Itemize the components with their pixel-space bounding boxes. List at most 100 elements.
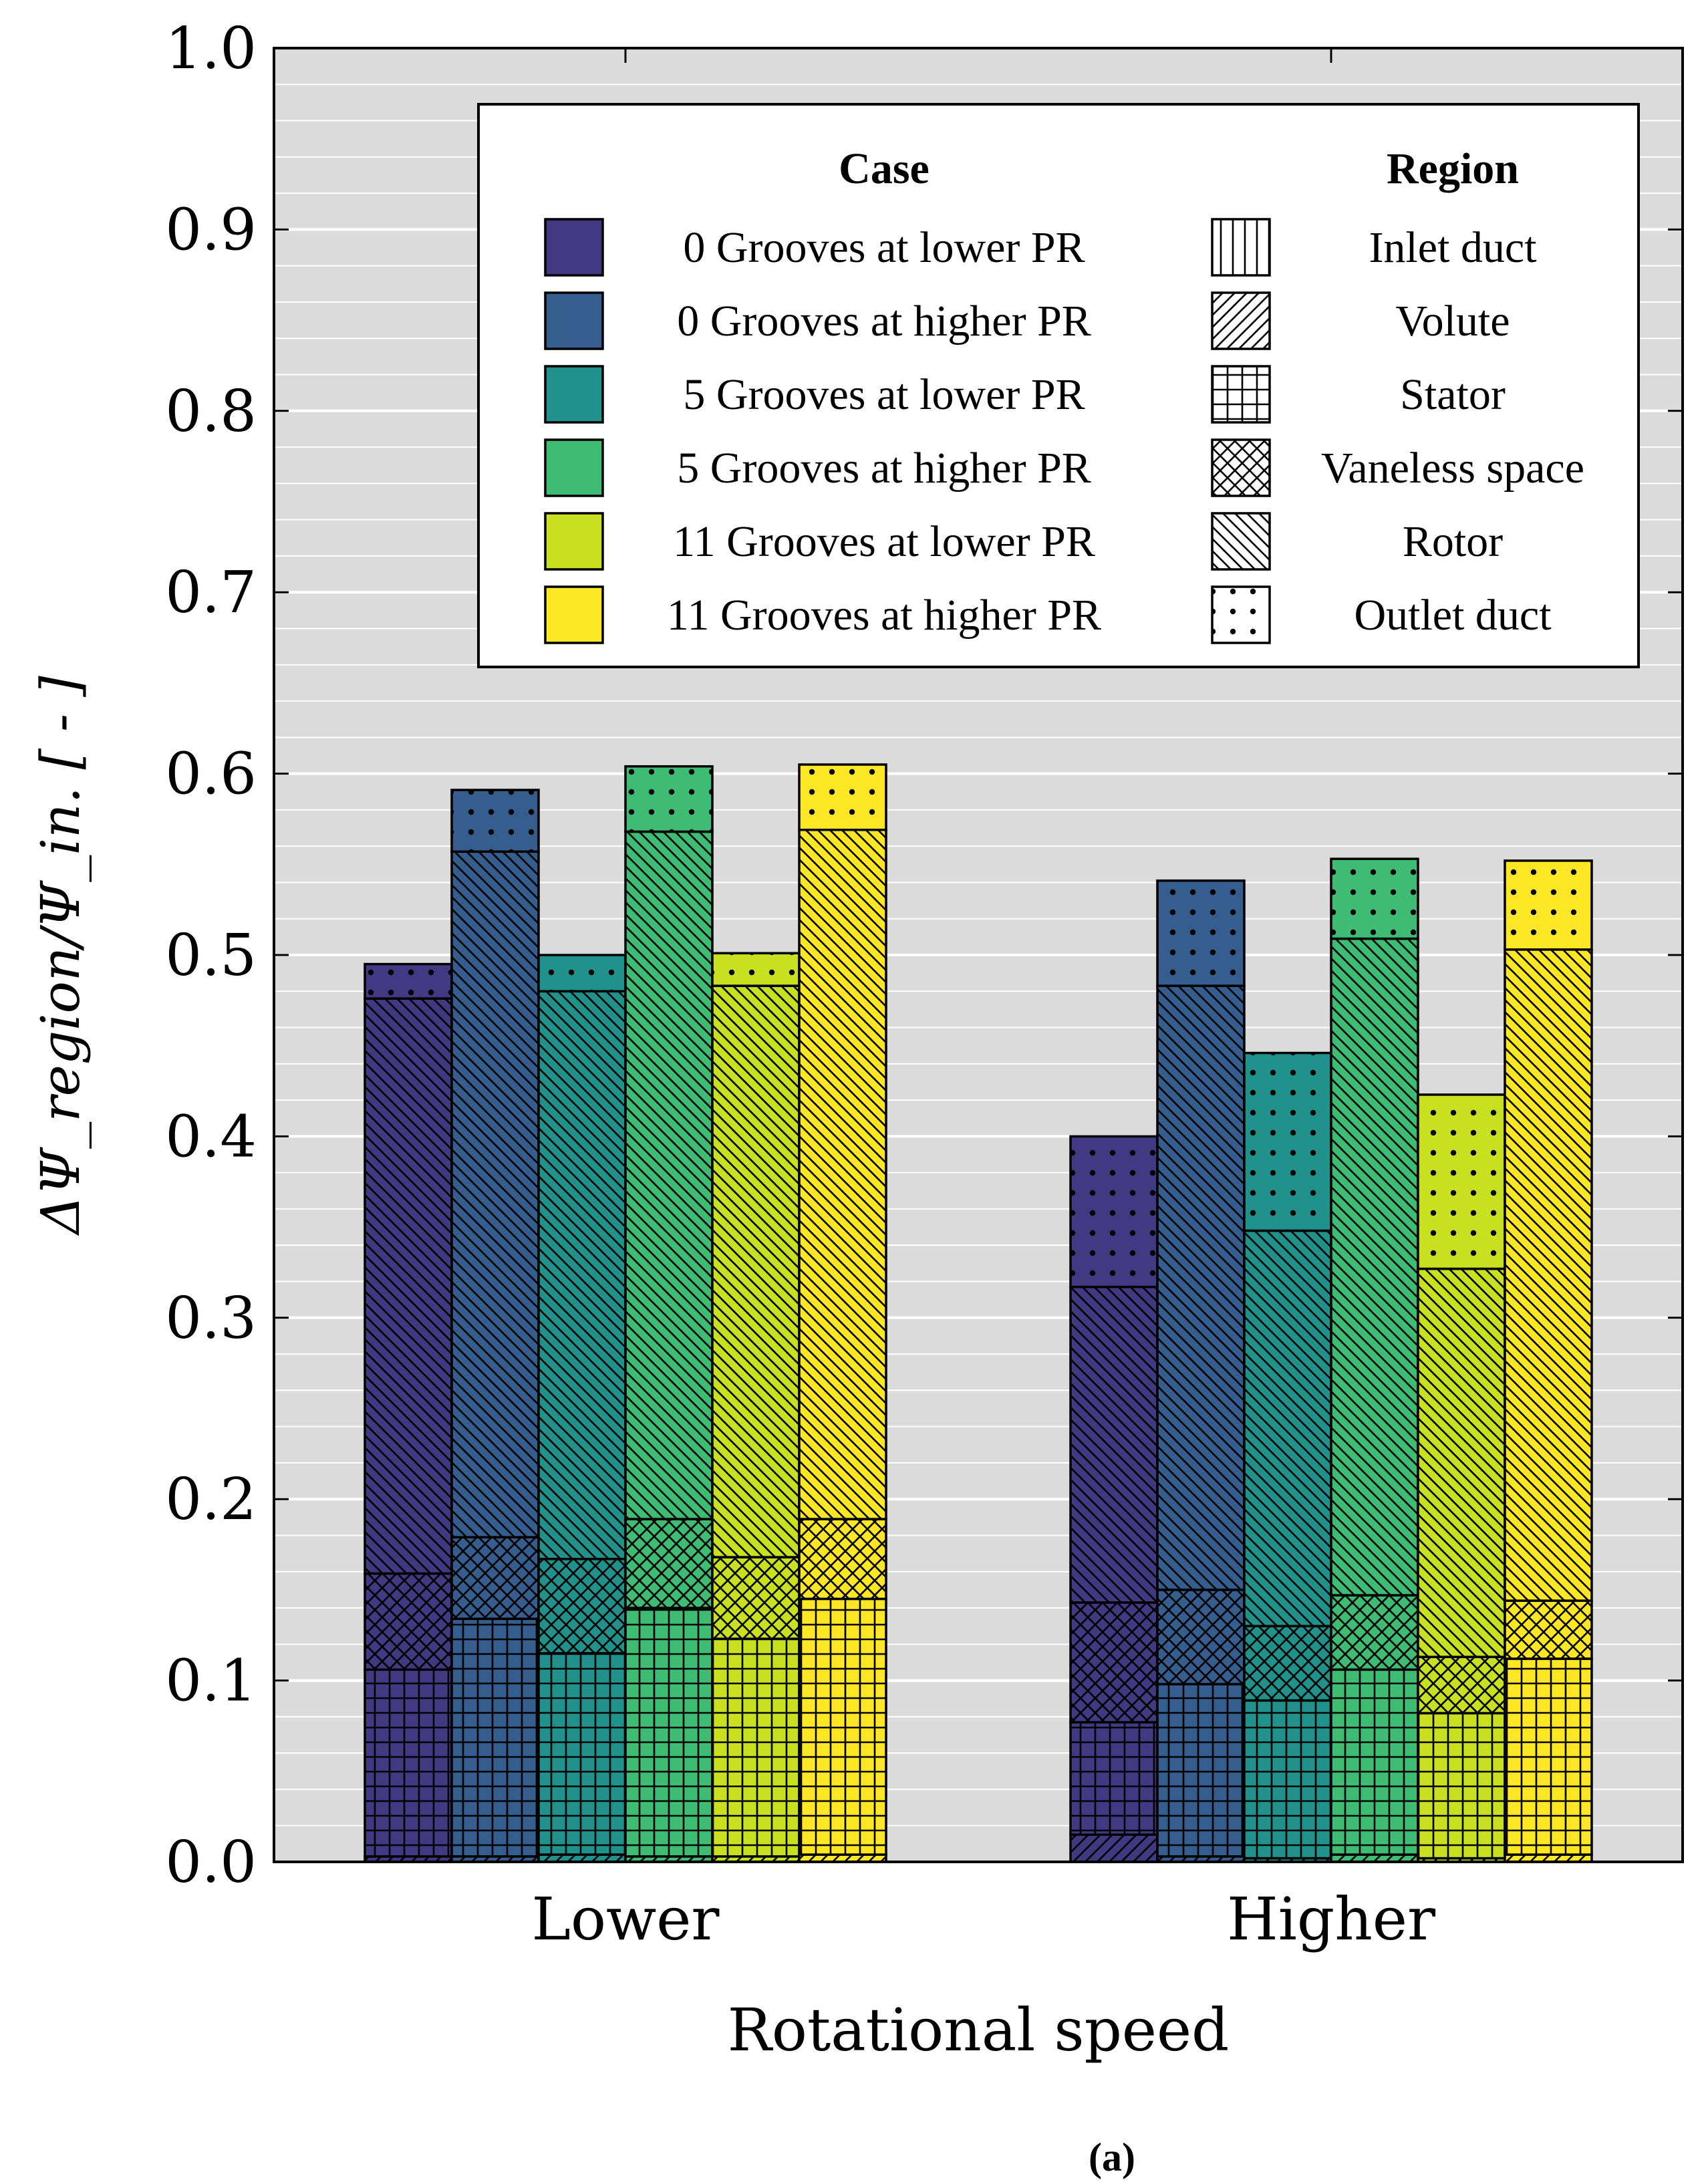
legend-case-label: 0 Grooves at lower PR	[683, 223, 1085, 272]
bar-segment-hatch-rotor	[1504, 948, 1593, 1602]
legend-case-label: 11 Grooves at higher PR	[667, 591, 1101, 640]
bar-segment-hatch-rotor	[450, 850, 540, 1538]
y-tick-label: 0.5	[165, 922, 257, 989]
legend-swatch	[544, 438, 604, 497]
legend-case-label: 0 Grooves at higher PR	[677, 297, 1091, 346]
bar-segment-hatch-vaneless-space	[1069, 1601, 1159, 1724]
bar-segment-hatch-outlet-duct	[1156, 879, 1246, 987]
x-axis-title: Rotational speed	[728, 1996, 1230, 2064]
legend-region-label: Rotor	[1403, 517, 1503, 566]
x-tick-label: Lower	[532, 1885, 720, 1953]
y-tick-label: 0.3	[165, 1285, 257, 1352]
legend-case-label: 5 Grooves at lower PR	[683, 370, 1085, 419]
bar-segment-hatch-vaneless-space	[537, 1558, 627, 1655]
bar-segment-hatch-stator	[1156, 1683, 1246, 1858]
legend-region-title: Region	[1387, 144, 1519, 193]
legend-swatch	[544, 218, 604, 277]
legend-region-label: Volute	[1395, 297, 1510, 346]
bar-segment-hatch-rotor	[364, 997, 453, 1575]
legend-swatch	[544, 512, 604, 571]
bar-segment-hatch-vaneless-space	[1156, 1589, 1246, 1685]
legend-box	[477, 103, 1640, 668]
bar-segment-hatch-rotor	[1417, 1267, 1506, 1659]
legend-case-title: Case	[839, 144, 930, 193]
bar-segment-hatch-outlet-duct	[1330, 857, 1419, 940]
legend-pattern-swatch	[1211, 218, 1271, 277]
legend-pattern-swatch	[1211, 438, 1271, 497]
y-tick-label: 0.8	[165, 378, 257, 445]
bar-segment-hatch-rotor	[624, 830, 714, 1520]
bar-segment-hatch-outlet-duct	[624, 765, 714, 833]
bar-segment-hatch-outlet-duct	[1504, 859, 1593, 951]
legend-case-label: 5 Grooves at higher PR	[677, 444, 1091, 493]
legend-pattern-swatch	[1211, 291, 1271, 350]
bar-segment-hatch-rotor	[711, 984, 801, 1558]
bar-segment-hatch-outlet-duct	[1243, 1051, 1332, 1232]
legend-swatch	[544, 365, 604, 424]
bar-segment-hatch-stator	[1417, 1712, 1506, 1860]
bar-segment-hatch-outlet-duct	[450, 789, 540, 853]
y-tick-label: 0.6	[165, 741, 257, 808]
bar-segment-hatch-stator	[450, 1617, 540, 1858]
legend-region-label: Vaneless space	[1321, 444, 1584, 493]
bar-segment-hatch-stator	[1243, 1699, 1332, 1860]
y-tick-label: 0.0	[165, 1829, 257, 1896]
bar-segment-hatch-vaneless-space	[1243, 1625, 1332, 1702]
bar-segment-hatch-rotor	[537, 990, 627, 1560]
bar-segment-hatch-vaneless-space	[798, 1518, 887, 1601]
bar-segment-hatch-stator	[1504, 1657, 1593, 1856]
legend-pattern-swatch	[1211, 585, 1271, 644]
plot-frame	[273, 47, 1684, 1863]
bar-segment-hatch-stator	[798, 1597, 887, 1856]
legend-pattern-swatch	[1211, 512, 1271, 571]
bar-segment-hatch-rotor	[1330, 937, 1419, 1597]
bar-segment-hatch-outlet-duct	[537, 954, 627, 993]
bar-segment-hatch-rotor	[1243, 1229, 1332, 1627]
bar-segment-hatch-vaneless-space	[450, 1536, 540, 1621]
bar-segment-hatch-outlet-duct	[364, 962, 453, 1000]
bar-segment-hatch-stator	[624, 1607, 714, 1858]
bar-segment-hatch-vaneless-space	[1330, 1594, 1419, 1671]
bar-segment-hatch-outlet-duct	[1417, 1093, 1506, 1270]
x-tick-label: Higher	[1227, 1885, 1436, 1953]
bar-segment-hatch-outlet-duct	[1069, 1135, 1159, 1288]
y-tick-label: 0.9	[165, 196, 257, 263]
y-axis-ticks: 0.0 0.1 0.2 0.3 0.4 0.5 0.6 0.7 0.8 0.9 1.0	[165, 15, 1683, 1896]
bar-segment-hatch-stator	[537, 1652, 627, 1856]
bar-group	[364, 763, 1593, 1863]
bar-segment-hatch-stator	[711, 1637, 801, 1858]
y-tick-label: 0.4	[165, 1103, 257, 1170]
legend-pattern-swatch	[1211, 365, 1271, 424]
legend-region-label: Inlet duct	[1369, 223, 1536, 272]
bar-segment-hatch-rotor	[1069, 1285, 1159, 1604]
figure-caption: (a)	[1089, 2135, 1135, 2179]
y-tick-label: 0.1	[165, 1648, 257, 1715]
legend-swatch	[544, 585, 604, 644]
bar-segment-hatch-outlet-duct	[798, 763, 887, 831]
bar-segment-hatch-vaneless-space	[1504, 1599, 1593, 1660]
bar-segment-hatch-stator	[364, 1668, 453, 1858]
bar-segment-hatch-stator	[1069, 1721, 1159, 1836]
bar-segment-hatch-vaneless-space	[711, 1556, 801, 1640]
y-tick-label: 1.0	[165, 15, 257, 82]
y-tick-label: 0.2	[165, 1466, 257, 1533]
bar-segment-hatch-rotor	[1156, 984, 1246, 1591]
legend-region-label: Outlet duct	[1354, 591, 1551, 640]
legend-region-entries: Inlet duct Volute Stator Vaneless space Roto…	[1211, 218, 1584, 644]
legend-case-label: 11 Grooves at lower PR	[673, 517, 1095, 566]
bar-segment-hatch-vaneless-space	[1417, 1655, 1506, 1715]
legend-swatch	[544, 291, 604, 350]
bar-segment-hatch-vaneless-space	[624, 1518, 714, 1609]
bar-segment-hatch-rotor	[798, 828, 887, 1520]
legend-case-entries: 0 Grooves at lower PR 0 Grooves at higher…	[544, 218, 1101, 644]
bar-segment-hatch-stator	[1330, 1668, 1419, 1856]
bar-segment-hatch-outlet-duct	[711, 952, 801, 987]
y-axis-title: ΔΨ_region/Ψ_in. [ - ]	[29, 676, 92, 1236]
bar-segment-hatch-volute	[1069, 1833, 1159, 1863]
legend: Case Region 0 Grooves at lower PR0 Groov…	[477, 103, 1640, 668]
x-axis-ticks: Lower Higher	[532, 48, 1436, 1953]
y-tick-label: 0.7	[165, 559, 257, 626]
bar-segment-hatch-vaneless-space	[364, 1572, 453, 1671]
legend-region-label: Stator	[1400, 370, 1506, 419]
